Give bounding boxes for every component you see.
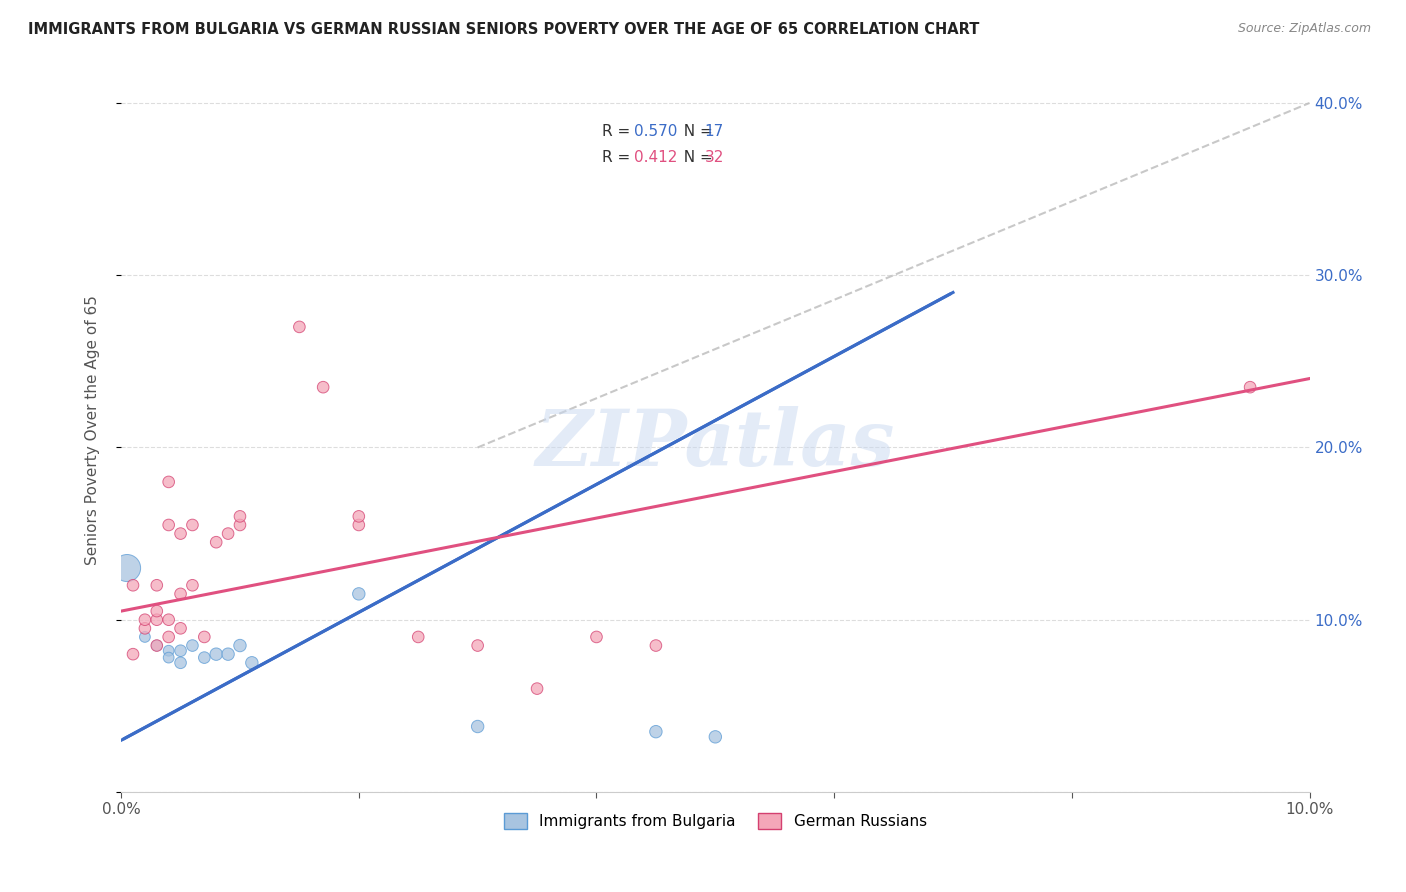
Text: ZIPatlas: ZIPatlas: [536, 407, 896, 483]
Point: [217, 526, 239, 541]
Point: [157, 613, 180, 627]
Point: [122, 578, 145, 592]
Point: [312, 380, 335, 394]
Point: [645, 724, 668, 739]
Point: [122, 647, 145, 661]
Point: [1239, 380, 1261, 394]
Point: [181, 518, 204, 533]
Point: [240, 656, 263, 670]
Point: [288, 319, 311, 334]
Point: [585, 630, 607, 644]
Point: [169, 621, 191, 635]
Point: [169, 526, 191, 541]
Point: [467, 639, 489, 653]
Point: [181, 578, 204, 592]
Point: [406, 630, 429, 644]
Text: Source: ZipAtlas.com: Source: ZipAtlas.com: [1237, 22, 1371, 36]
Point: [134, 613, 156, 627]
Point: [134, 630, 156, 644]
Point: [347, 587, 370, 601]
Point: [467, 719, 489, 733]
Y-axis label: Seniors Poverty Over the Age of 65: Seniors Poverty Over the Age of 65: [86, 295, 100, 566]
Point: [157, 630, 180, 644]
Point: [146, 604, 169, 618]
Point: [169, 656, 191, 670]
Text: 32: 32: [704, 150, 724, 165]
Point: [146, 613, 169, 627]
Text: N =: N =: [673, 150, 717, 165]
Point: [146, 639, 169, 653]
Point: [157, 650, 180, 665]
Point: [526, 681, 548, 696]
Text: 0.570: 0.570: [634, 124, 678, 139]
Text: N =: N =: [673, 124, 717, 139]
Point: [229, 639, 252, 653]
Text: 0.412: 0.412: [634, 150, 678, 165]
Point: [347, 518, 370, 533]
Point: [205, 647, 228, 661]
Point: [157, 518, 180, 533]
Point: [157, 644, 180, 658]
Point: [134, 621, 156, 635]
Text: IMMIGRANTS FROM BULGARIA VS GERMAN RUSSIAN SENIORS POVERTY OVER THE AGE OF 65 CO: IMMIGRANTS FROM BULGARIA VS GERMAN RUSSI…: [28, 22, 980, 37]
Point: [347, 509, 370, 524]
Point: [229, 509, 252, 524]
Point: [193, 630, 215, 644]
Point: [229, 518, 252, 533]
Text: R =: R =: [602, 124, 636, 139]
Point: [704, 730, 727, 744]
Point: [157, 475, 180, 489]
Point: [645, 639, 668, 653]
Legend: Immigrants from Bulgaria, German Russians: Immigrants from Bulgaria, German Russian…: [498, 806, 932, 835]
Point: [181, 639, 204, 653]
Point: [115, 561, 138, 575]
Point: [217, 647, 239, 661]
Point: [169, 587, 191, 601]
Point: [205, 535, 228, 549]
Text: R =: R =: [602, 150, 636, 165]
Point: [146, 578, 169, 592]
Text: 17: 17: [704, 124, 724, 139]
Point: [146, 639, 169, 653]
Point: [193, 650, 215, 665]
Point: [169, 644, 191, 658]
